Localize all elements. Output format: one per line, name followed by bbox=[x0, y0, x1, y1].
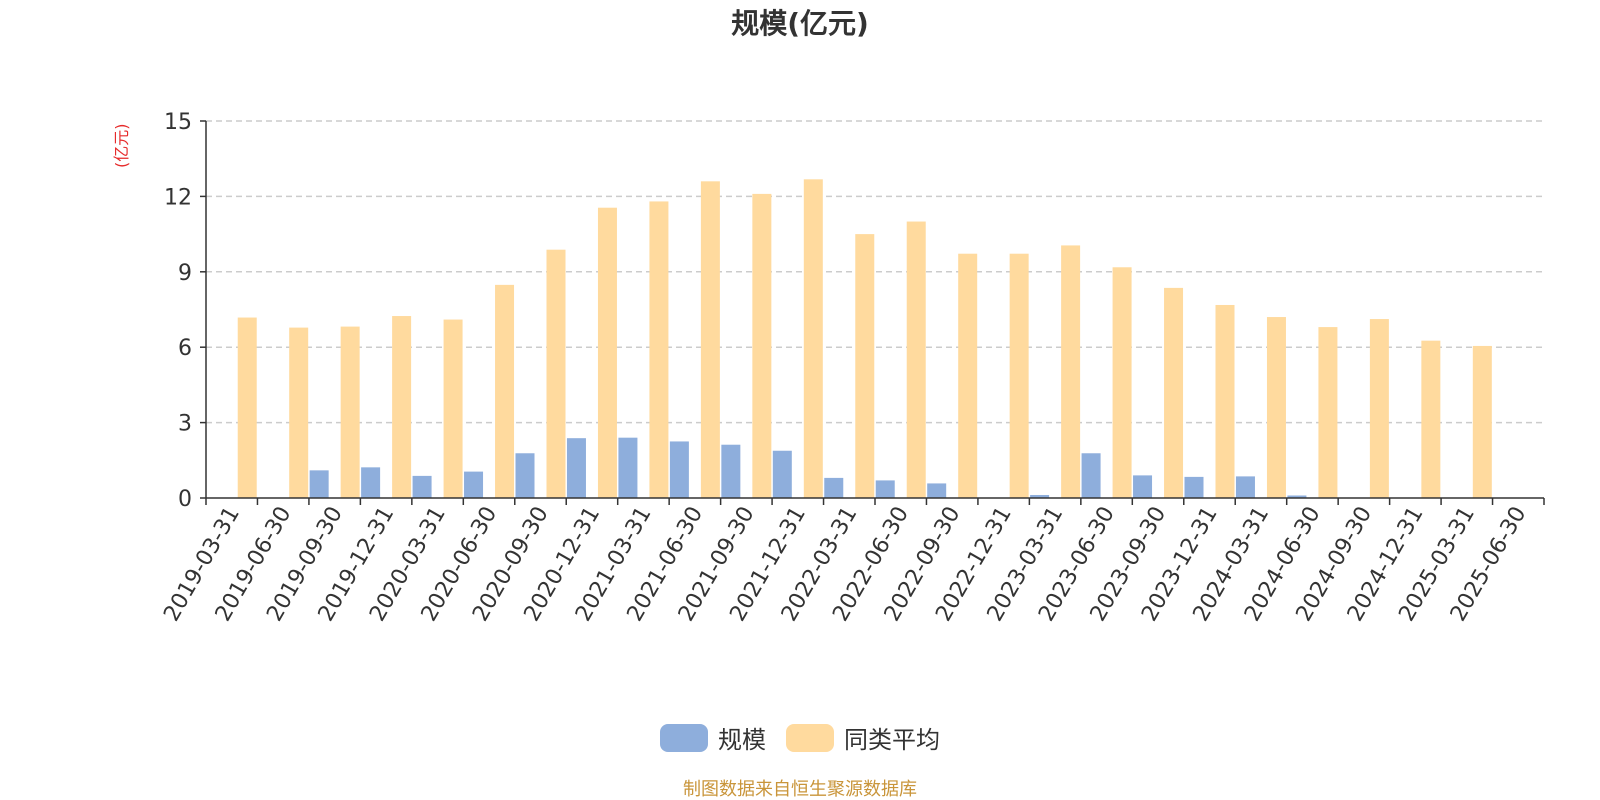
y-tick-label: 15 bbox=[164, 110, 192, 135]
legend: 规模 同类平均 bbox=[0, 720, 1600, 755]
bar-peer-average[interactable] bbox=[752, 193, 772, 499]
bar-scale[interactable] bbox=[875, 480, 895, 498]
bar-peer-average[interactable] bbox=[546, 249, 566, 498]
legend-swatch-scale bbox=[660, 723, 708, 752]
bar-peer-average[interactable] bbox=[1266, 317, 1286, 498]
y-tick-label: 12 bbox=[164, 185, 192, 210]
bar-peer-average[interactable] bbox=[443, 319, 463, 498]
bar-scale[interactable] bbox=[412, 475, 432, 498]
bar-peer-average[interactable] bbox=[1061, 245, 1081, 498]
bar-peer-average[interactable] bbox=[958, 253, 978, 498]
bar-scale[interactable] bbox=[1235, 476, 1255, 498]
bar-scale[interactable] bbox=[824, 477, 844, 498]
legend-label-peer-average: 同类平均 bbox=[844, 726, 940, 754]
bar-scale[interactable] bbox=[721, 444, 741, 498]
bar-scale[interactable] bbox=[1184, 476, 1204, 498]
bar-peer-average[interactable] bbox=[649, 201, 669, 498]
legend-item-peer-average[interactable]: 同类平均 bbox=[786, 720, 940, 755]
chart-title: 规模(亿元) bbox=[731, 7, 869, 40]
bar-peer-average[interactable] bbox=[1215, 304, 1235, 498]
bar-scale[interactable] bbox=[515, 453, 535, 498]
bar-scale[interactable] bbox=[1287, 495, 1307, 498]
bar-peer-average[interactable] bbox=[289, 327, 309, 498]
bar-peer-average[interactable] bbox=[1112, 267, 1132, 498]
bar-scale[interactable] bbox=[464, 471, 484, 498]
bar-peer-average[interactable] bbox=[1369, 319, 1389, 498]
bar-scale[interactable] bbox=[309, 470, 329, 498]
y-tick-label: 9 bbox=[178, 261, 192, 286]
bar-peer-average[interactable] bbox=[597, 207, 617, 498]
bar-peer-average[interactable] bbox=[495, 284, 515, 498]
bar-peer-average[interactable] bbox=[1421, 340, 1441, 498]
bar-scale[interactable] bbox=[669, 441, 689, 498]
y-tick-label: 6 bbox=[178, 336, 192, 361]
bar-peer-average[interactable] bbox=[340, 326, 360, 498]
bar-peer-average[interactable] bbox=[1164, 287, 1184, 498]
legend-swatch-peer-average bbox=[786, 723, 834, 752]
bar-peer-average[interactable] bbox=[803, 179, 823, 498]
bar-peer-average[interactable] bbox=[1009, 253, 1029, 498]
bar-scale[interactable] bbox=[1133, 475, 1153, 498]
bar-peer-average[interactable] bbox=[1318, 327, 1338, 498]
bar-scale[interactable] bbox=[1081, 453, 1101, 498]
bar-peer-average[interactable] bbox=[392, 316, 412, 498]
y-tick-label: 0 bbox=[178, 487, 192, 512]
bars bbox=[237, 179, 1492, 499]
legend-label-scale: 规模 bbox=[718, 726, 766, 754]
bar-scale[interactable] bbox=[361, 467, 381, 498]
bar-peer-average[interactable] bbox=[1472, 345, 1492, 498]
bar-scale[interactable] bbox=[772, 450, 792, 498]
bar-scale[interactable] bbox=[927, 483, 947, 498]
bar-peer-average[interactable] bbox=[700, 181, 720, 498]
bar-peer-average[interactable] bbox=[237, 317, 257, 498]
source-note: 制图数据来自恒生聚源数据库 bbox=[683, 779, 917, 800]
bar-peer-average[interactable] bbox=[906, 221, 926, 499]
bar-scale[interactable] bbox=[566, 438, 586, 498]
legend-item-scale[interactable]: 规模 bbox=[660, 720, 766, 755]
bar-scale[interactable] bbox=[1030, 494, 1050, 498]
bar-scale[interactable] bbox=[618, 437, 638, 498]
y-tick-label: 3 bbox=[178, 412, 192, 437]
bar-peer-average[interactable] bbox=[855, 234, 875, 498]
